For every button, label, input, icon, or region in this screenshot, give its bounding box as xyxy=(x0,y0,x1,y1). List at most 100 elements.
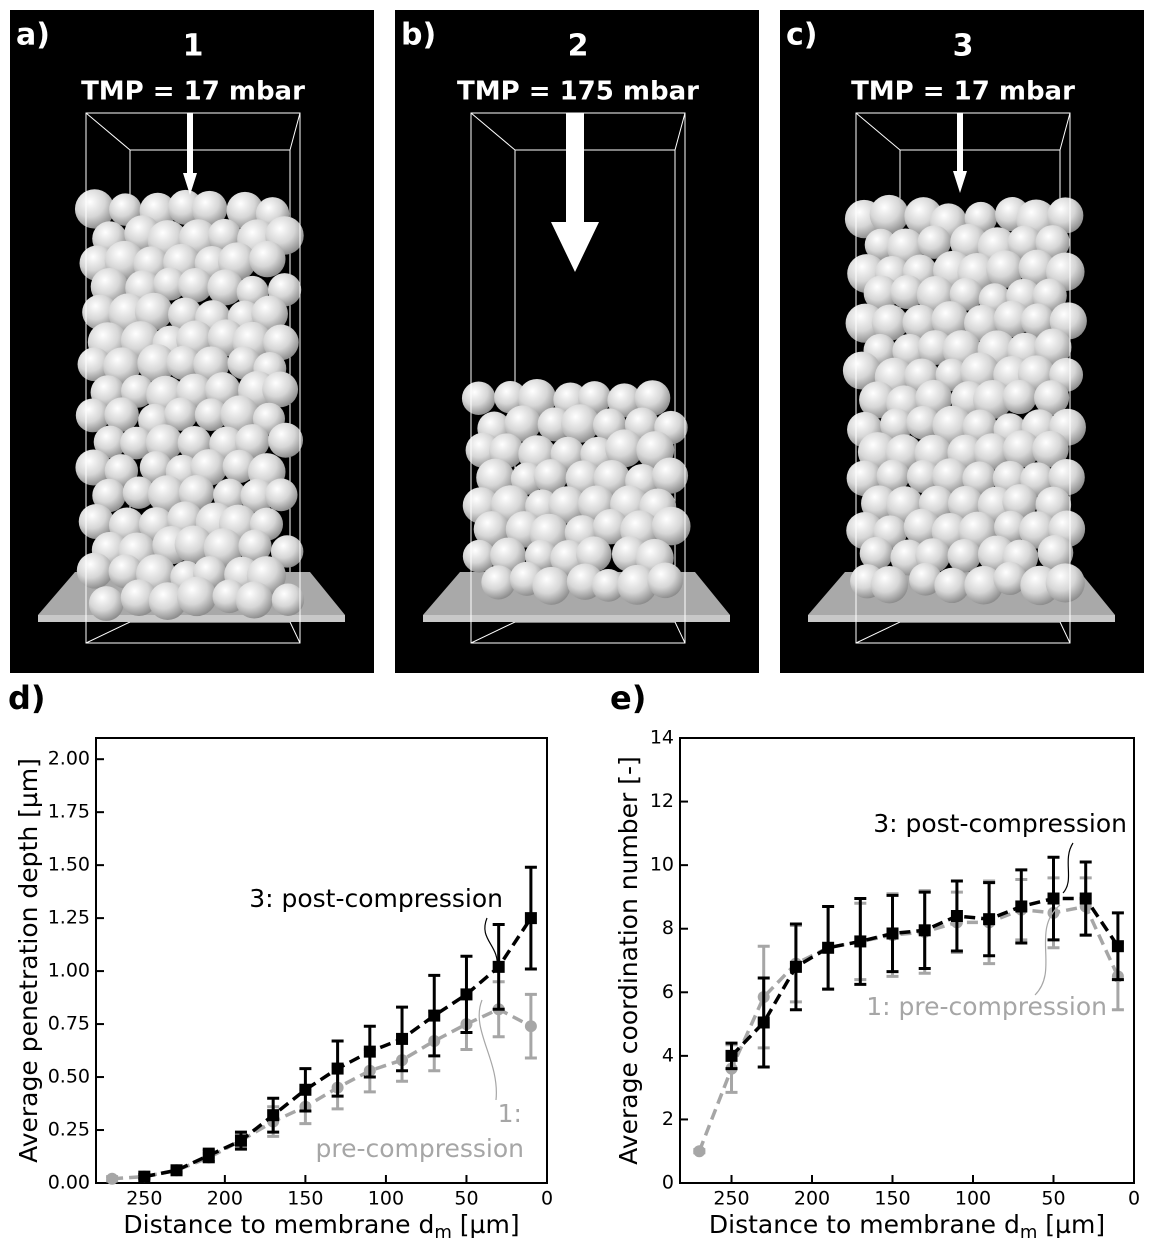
particle xyxy=(270,535,304,568)
series-annotation: 3: post-compression xyxy=(249,884,503,913)
particle xyxy=(1032,430,1069,468)
particle xyxy=(235,581,273,619)
y-tick-label: 0.50 xyxy=(48,1066,90,1088)
pressure-arrow xyxy=(551,113,599,272)
x-axis-label-text: Distance to membrane d xyxy=(709,1210,1020,1239)
particle xyxy=(234,424,270,459)
y-tick-label: 1.00 xyxy=(48,960,90,982)
particle xyxy=(859,381,897,419)
y-tick-label: 0.75 xyxy=(48,1013,90,1035)
particle xyxy=(249,240,286,278)
tmp-label: TMP = 17 mbar xyxy=(81,77,305,107)
marker xyxy=(299,1083,312,1096)
particle xyxy=(174,525,213,564)
particle xyxy=(592,508,629,545)
particle xyxy=(607,383,642,418)
particle xyxy=(1002,379,1037,415)
particle xyxy=(903,508,941,546)
particle xyxy=(973,433,1011,471)
particle xyxy=(906,459,940,494)
particle xyxy=(122,476,156,509)
series-annotation: 1: xyxy=(498,1099,522,1128)
marker xyxy=(363,1045,376,1058)
marker xyxy=(789,960,802,973)
y-tick-label: 0.00 xyxy=(48,1172,90,1194)
panel-label: a) xyxy=(16,18,50,53)
particle xyxy=(561,404,600,443)
particle xyxy=(251,295,288,333)
marker xyxy=(524,912,537,925)
particle xyxy=(473,511,510,548)
particle xyxy=(166,345,201,381)
x-axis-label-unit: [µm] xyxy=(452,1210,520,1239)
particle xyxy=(871,304,908,341)
marker xyxy=(1047,892,1060,905)
box-wire-front xyxy=(85,112,301,644)
step-number: 1 xyxy=(183,29,204,64)
particle xyxy=(647,562,684,599)
x-tick-label: 100 xyxy=(955,1188,991,1210)
plot-frame xyxy=(95,737,548,1184)
particle xyxy=(226,191,264,229)
marker xyxy=(396,1032,409,1045)
marker xyxy=(1079,892,1092,905)
particle xyxy=(863,275,899,311)
marker xyxy=(725,1049,738,1062)
x-axis-label-text: Distance to membrane d xyxy=(123,1210,434,1239)
particle xyxy=(220,395,259,434)
y-tick-label: 4 xyxy=(662,1044,674,1066)
particle xyxy=(76,552,113,589)
particle xyxy=(75,449,112,486)
y-tick-label: 6 xyxy=(662,981,674,1003)
series-annotation: 3: post-compression xyxy=(873,809,1127,838)
tmp-label: TMP = 17 mbar xyxy=(851,77,1075,107)
y-tick-label: 0 xyxy=(662,1172,674,1194)
y-tick-label: 8 xyxy=(662,917,674,939)
x-tick-label: 150 xyxy=(874,1188,910,1210)
particle xyxy=(207,269,244,306)
particle xyxy=(148,582,187,620)
particle xyxy=(869,194,909,234)
particle xyxy=(164,397,198,431)
marker xyxy=(331,1062,344,1075)
box-wire-front xyxy=(855,112,1071,644)
marker xyxy=(524,1020,537,1033)
y-tick-label: 10 xyxy=(650,854,674,876)
render-panel: a) 1 TMP = 17 mbar xyxy=(10,10,374,673)
y-tick-label: 1.25 xyxy=(48,907,90,929)
series-annotation: 1: pre-compression xyxy=(866,992,1107,1021)
particle xyxy=(532,566,571,605)
particle xyxy=(906,405,940,440)
step-number: 2 xyxy=(568,29,589,64)
particle xyxy=(1018,249,1056,287)
particle xyxy=(947,538,982,573)
particle xyxy=(932,458,969,495)
particle xyxy=(1047,197,1084,234)
particle xyxy=(986,250,1024,289)
render-panel: c) 3 TMP = 17 mbar xyxy=(780,10,1144,673)
x-tick-label: 0 xyxy=(541,1188,553,1210)
particle xyxy=(240,478,275,513)
particle xyxy=(268,422,304,458)
particle xyxy=(120,579,158,616)
series-annotation: pre-compression xyxy=(315,1134,524,1163)
marker xyxy=(492,960,505,973)
panel-label: c) xyxy=(786,18,818,53)
series-line xyxy=(697,904,1120,1152)
marker xyxy=(267,1109,280,1122)
membrane-plate-edge xyxy=(38,615,345,622)
particle xyxy=(880,408,914,442)
x-tick-label: 100 xyxy=(368,1188,404,1210)
x-tick-label: 50 xyxy=(1041,1188,1065,1210)
particle xyxy=(964,565,1003,605)
particle xyxy=(1037,534,1074,571)
particle xyxy=(1034,328,1072,366)
y-tick-label: 1.75 xyxy=(48,801,90,823)
particle xyxy=(973,379,1013,420)
y-tick-label: 12 xyxy=(650,790,674,812)
particle xyxy=(651,457,689,494)
y-tick-label: 1.50 xyxy=(48,854,90,876)
membrane-plate-edge xyxy=(808,615,1115,622)
particle xyxy=(481,565,516,600)
